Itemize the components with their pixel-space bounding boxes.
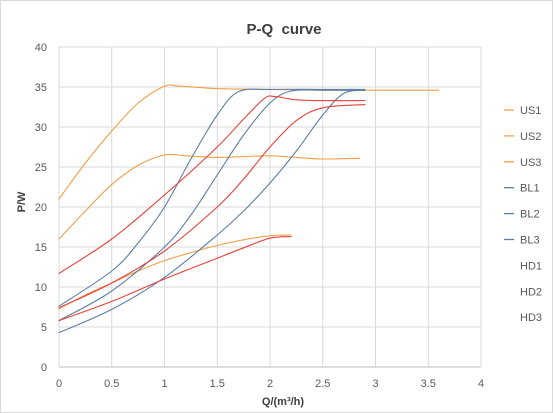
series-line-bl3 <box>58 88 366 307</box>
y-axis-label: P/W <box>16 191 28 212</box>
legend-label: BL1 <box>520 183 540 195</box>
chart-title: P-Q curve <box>246 21 321 38</box>
y-tick-label: 10 <box>35 282 47 294</box>
series-line-bl1 <box>58 89 366 334</box>
x-tick-label: 1 <box>161 378 167 390</box>
legend-label: HD2 <box>520 286 542 298</box>
legend-item: HD2 <box>520 286 542 298</box>
y-tick-label: 30 <box>35 122 47 134</box>
y-tick-label: 0 <box>41 362 47 374</box>
y-tick-label: 5 <box>41 322 47 334</box>
x-tick-label: 2.5 <box>315 378 330 390</box>
legend: US1 US2 US3 BL1 BL2 BL3 HD1 HD2 HD3 <box>504 105 542 324</box>
y-tick-label: 20 <box>35 202 47 214</box>
x-tick-label: 4 <box>478 378 484 390</box>
legend-item: US1 <box>504 105 541 117</box>
legend-item: BL1 <box>504 183 540 195</box>
legend-label: US3 <box>520 157 541 169</box>
y-tick-label: 40 <box>35 42 47 54</box>
series-line-hd1 <box>58 236 292 322</box>
legend-item: BL2 <box>504 209 540 221</box>
legend-item: US2 <box>504 131 541 143</box>
legend-item: HD1 <box>520 260 542 272</box>
legend-item: HD3 <box>520 312 542 324</box>
y-tick-label: 35 <box>35 82 47 94</box>
x-tick-label: 0 <box>56 378 62 390</box>
legend-label: BL2 <box>520 209 540 221</box>
x-tick-label: 3.5 <box>421 378 436 390</box>
plot-grid <box>58 46 482 368</box>
x-tick-label: 0.5 <box>104 378 119 390</box>
x-tick-label: 3 <box>372 378 378 390</box>
y-tick-label: 15 <box>35 242 47 254</box>
legend-label: BL3 <box>520 235 540 247</box>
x-tick-label: 2 <box>267 378 273 390</box>
series-line-hd3 <box>58 95 366 274</box>
series-line-us1 <box>58 234 292 310</box>
legend-label: US2 <box>520 131 541 143</box>
legend-label: US1 <box>520 105 541 117</box>
legend-label: HD1 <box>520 260 542 272</box>
series-line-us2 <box>58 153 361 240</box>
series-line-hd2 <box>58 104 366 309</box>
legend-item: BL3 <box>504 235 540 247</box>
legend-item: US3 <box>504 157 541 169</box>
x-tick-label: 1.5 <box>210 378 225 390</box>
y-tick-label: 25 <box>35 162 47 174</box>
plot-series <box>58 84 440 334</box>
x-axis-label: Q/(m³/h) <box>262 396 304 408</box>
legend-label: HD3 <box>520 312 542 324</box>
